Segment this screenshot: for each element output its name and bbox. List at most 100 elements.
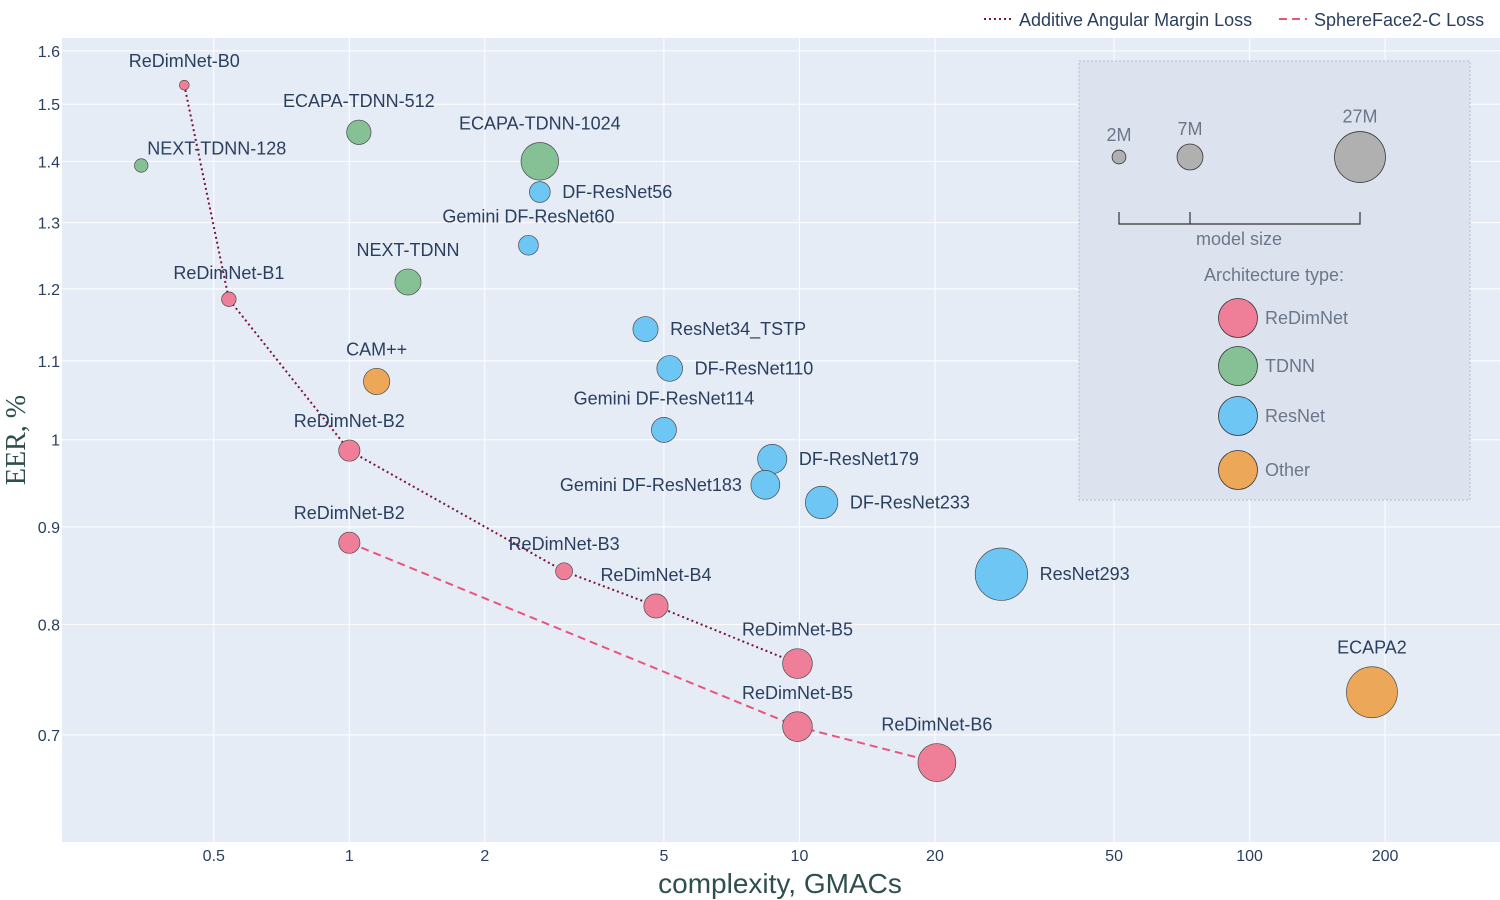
point-redimnet-b1 [221,291,237,307]
type-legend-swatch [1218,450,1258,490]
point-next-tdnn-128 [134,158,149,173]
y-axis-title: EER, % [1,395,32,485]
point-label-next-tdnn-128: NEXT-TDNN-128 [147,138,286,158]
point-label-redimnet-b2: ReDimNet-B2 [294,503,405,523]
type-legend-swatch [1218,346,1258,386]
legend-label: Additive Angular Margin Loss [1019,10,1252,30]
point-resnet293 [974,547,1028,601]
type-legend-title: Architecture type: [1204,265,1344,285]
point-label-df-resnet110: DF-ResNet110 [695,358,814,378]
point-label-ecapa-tdnn-512: ECAPA-TDNN-512 [283,91,435,111]
legend-item-additive-angular-margin-loss[interactable]: Additive Angular Margin Loss [984,10,1252,30]
size-legend-label: 27M [1342,107,1377,127]
type-legend-item-resnet: ResNet [1218,396,1325,436]
y-tick-label: 1.4 [38,154,60,171]
y-tick-label: 1 [51,433,60,450]
x-tick-label: 10 [791,848,809,865]
type-legend-swatch [1218,396,1258,436]
type-legend-label: ResNet [1265,406,1325,426]
y-tick-label: 1.1 [38,354,60,371]
pareto-line-additive-angular-margin-loss [183,84,798,665]
point-redimnet-b2 [338,439,361,462]
y-tick-label: 1.3 [38,216,60,233]
point-redimnet-b3 [555,562,573,581]
point-ecapa-tdnn-512 [346,119,372,145]
point-gemini-df-resnet183 [750,469,781,500]
y-tick-label: 1.5 [38,97,60,114]
size-legend-bubble [1334,131,1386,183]
inset-legend: 2M 7M 27M model size Architecture type: ReDim… [1078,60,1471,501]
point-df-resnet233 [805,485,839,520]
type-legend-label: Other [1265,460,1310,480]
y-tick-label: 1.6 [38,44,60,61]
point-redimnet-b2 [338,531,361,554]
x-tick-label: 5 [659,848,668,865]
point-label-resnet293: ResNet293 [1040,564,1130,584]
legend-item-sphereface2-c-loss[interactable]: SphereFace2-C Loss [1279,10,1484,30]
type-legend-label: ReDimNet [1265,308,1348,328]
x-tick-label: 20 [926,848,944,865]
size-legend-label: 2M [1106,125,1131,145]
point-labels: ReDimNet-B0 NEXT-TDNN-128 ECAPA-TDNN-512 EC… [129,51,1407,734]
x-tick-label: 1 [345,848,354,865]
y-tick-label: 0.8 [38,617,60,634]
point-label-redimnet-b5: ReDimNet-B5 [742,620,853,640]
point-next-tdnn [394,268,422,296]
point-label-cam: CAM++ [346,339,407,359]
point-label-next-tdnn: NEXT-TDNN [356,240,459,260]
point-redimnet-b6 [917,743,957,782]
size-legend-bubble [1111,149,1127,165]
point-df-resnet56 [529,181,551,203]
type-legend-swatch [1218,298,1258,338]
point-df-resnet110 [656,355,683,382]
point-label-gemini-df-resnet183: Gemini DF-ResNet183 [560,475,742,495]
x-axis-ticks: 0.5 1 2 5 10 20 50 100 200 [203,848,1399,865]
x-tick-label: 0.5 [203,848,225,865]
point-label-resnet34-tstp: ResNet34_TSTP [670,319,806,340]
point-label-redimnet-b0: ReDimNet-B0 [129,51,240,71]
point-label-gemini-df-resnet114: Gemini DF-ResNet114 [574,388,755,408]
point-ecapa-tdnn-1024 [520,142,559,181]
type-legend-item-redimnet: ReDimNet [1218,298,1348,338]
point-ecapa2 [1346,666,1398,719]
x-tick-label: 2 [480,848,489,865]
x-axis-title: complexity, GMACs [658,868,902,899]
point-label-redimnet-b1: ReDimNet-B1 [173,263,284,283]
point-label-gemini-df-resnet60: Gemini DF-ResNet60 [442,206,614,226]
size-legend-title: model size [1196,229,1282,249]
size-legend-label: 7M [1177,119,1202,139]
point-label-redimnet-b2: ReDimNet-B2 [294,411,405,431]
point-label-ecapa-tdnn-1024: ECAPA-TDNN-1024 [459,114,621,134]
point-label-ecapa2: ECAPA2 [1337,638,1407,658]
y-tick-label: 0.7 [38,728,60,745]
point-redimnet-b5 [782,711,813,742]
point-redimnet-b4 [643,593,669,619]
point-label-df-resnet233: DF-ResNet233 [850,492,970,512]
inset-box [1078,60,1471,501]
point-resnet34-tstp [632,316,659,343]
point-cam [363,367,391,395]
point-label-redimnet-b4: ReDimNet-B4 [600,565,711,585]
y-axis-ticks: 0.7 0.8 0.9 1 1.1 1.2 1.3 1.4 1.5 1.6 [38,44,60,745]
y-tick-label: 1.2 [38,282,60,299]
y-tick-label: 0.9 [38,520,60,537]
size-legend-bracket [1118,212,1361,225]
x-tick-label: 200 [1372,848,1399,865]
point-df-resnet179 [757,444,788,474]
point-label-redimnet-b5: ReDimNet-B5 [742,683,853,703]
point-gemini-df-resnet60 [518,234,539,256]
point-label-redimnet-b6: ReDimNet-B6 [881,715,992,735]
line-legend[interactable]: Additive Angular Margin Loss SphereFace2-… [984,10,1484,30]
point-label-df-resnet179: DF-ResNet179 [799,449,919,469]
type-legend-item-tdnn: TDNN [1218,346,1315,386]
size-legend-bubble [1176,143,1204,171]
legend-label: SphereFace2-C Loss [1314,10,1484,30]
type-legend-item-other: Other [1218,450,1310,490]
x-tick-label: 50 [1105,848,1123,865]
type-legend-label: TDNN [1265,356,1315,376]
point-redimnet-b0 [179,79,190,91]
point-redimnet-b5 [782,648,813,679]
point-label-df-resnet56: DF-ResNet56 [562,182,672,202]
data-points [134,79,1398,782]
